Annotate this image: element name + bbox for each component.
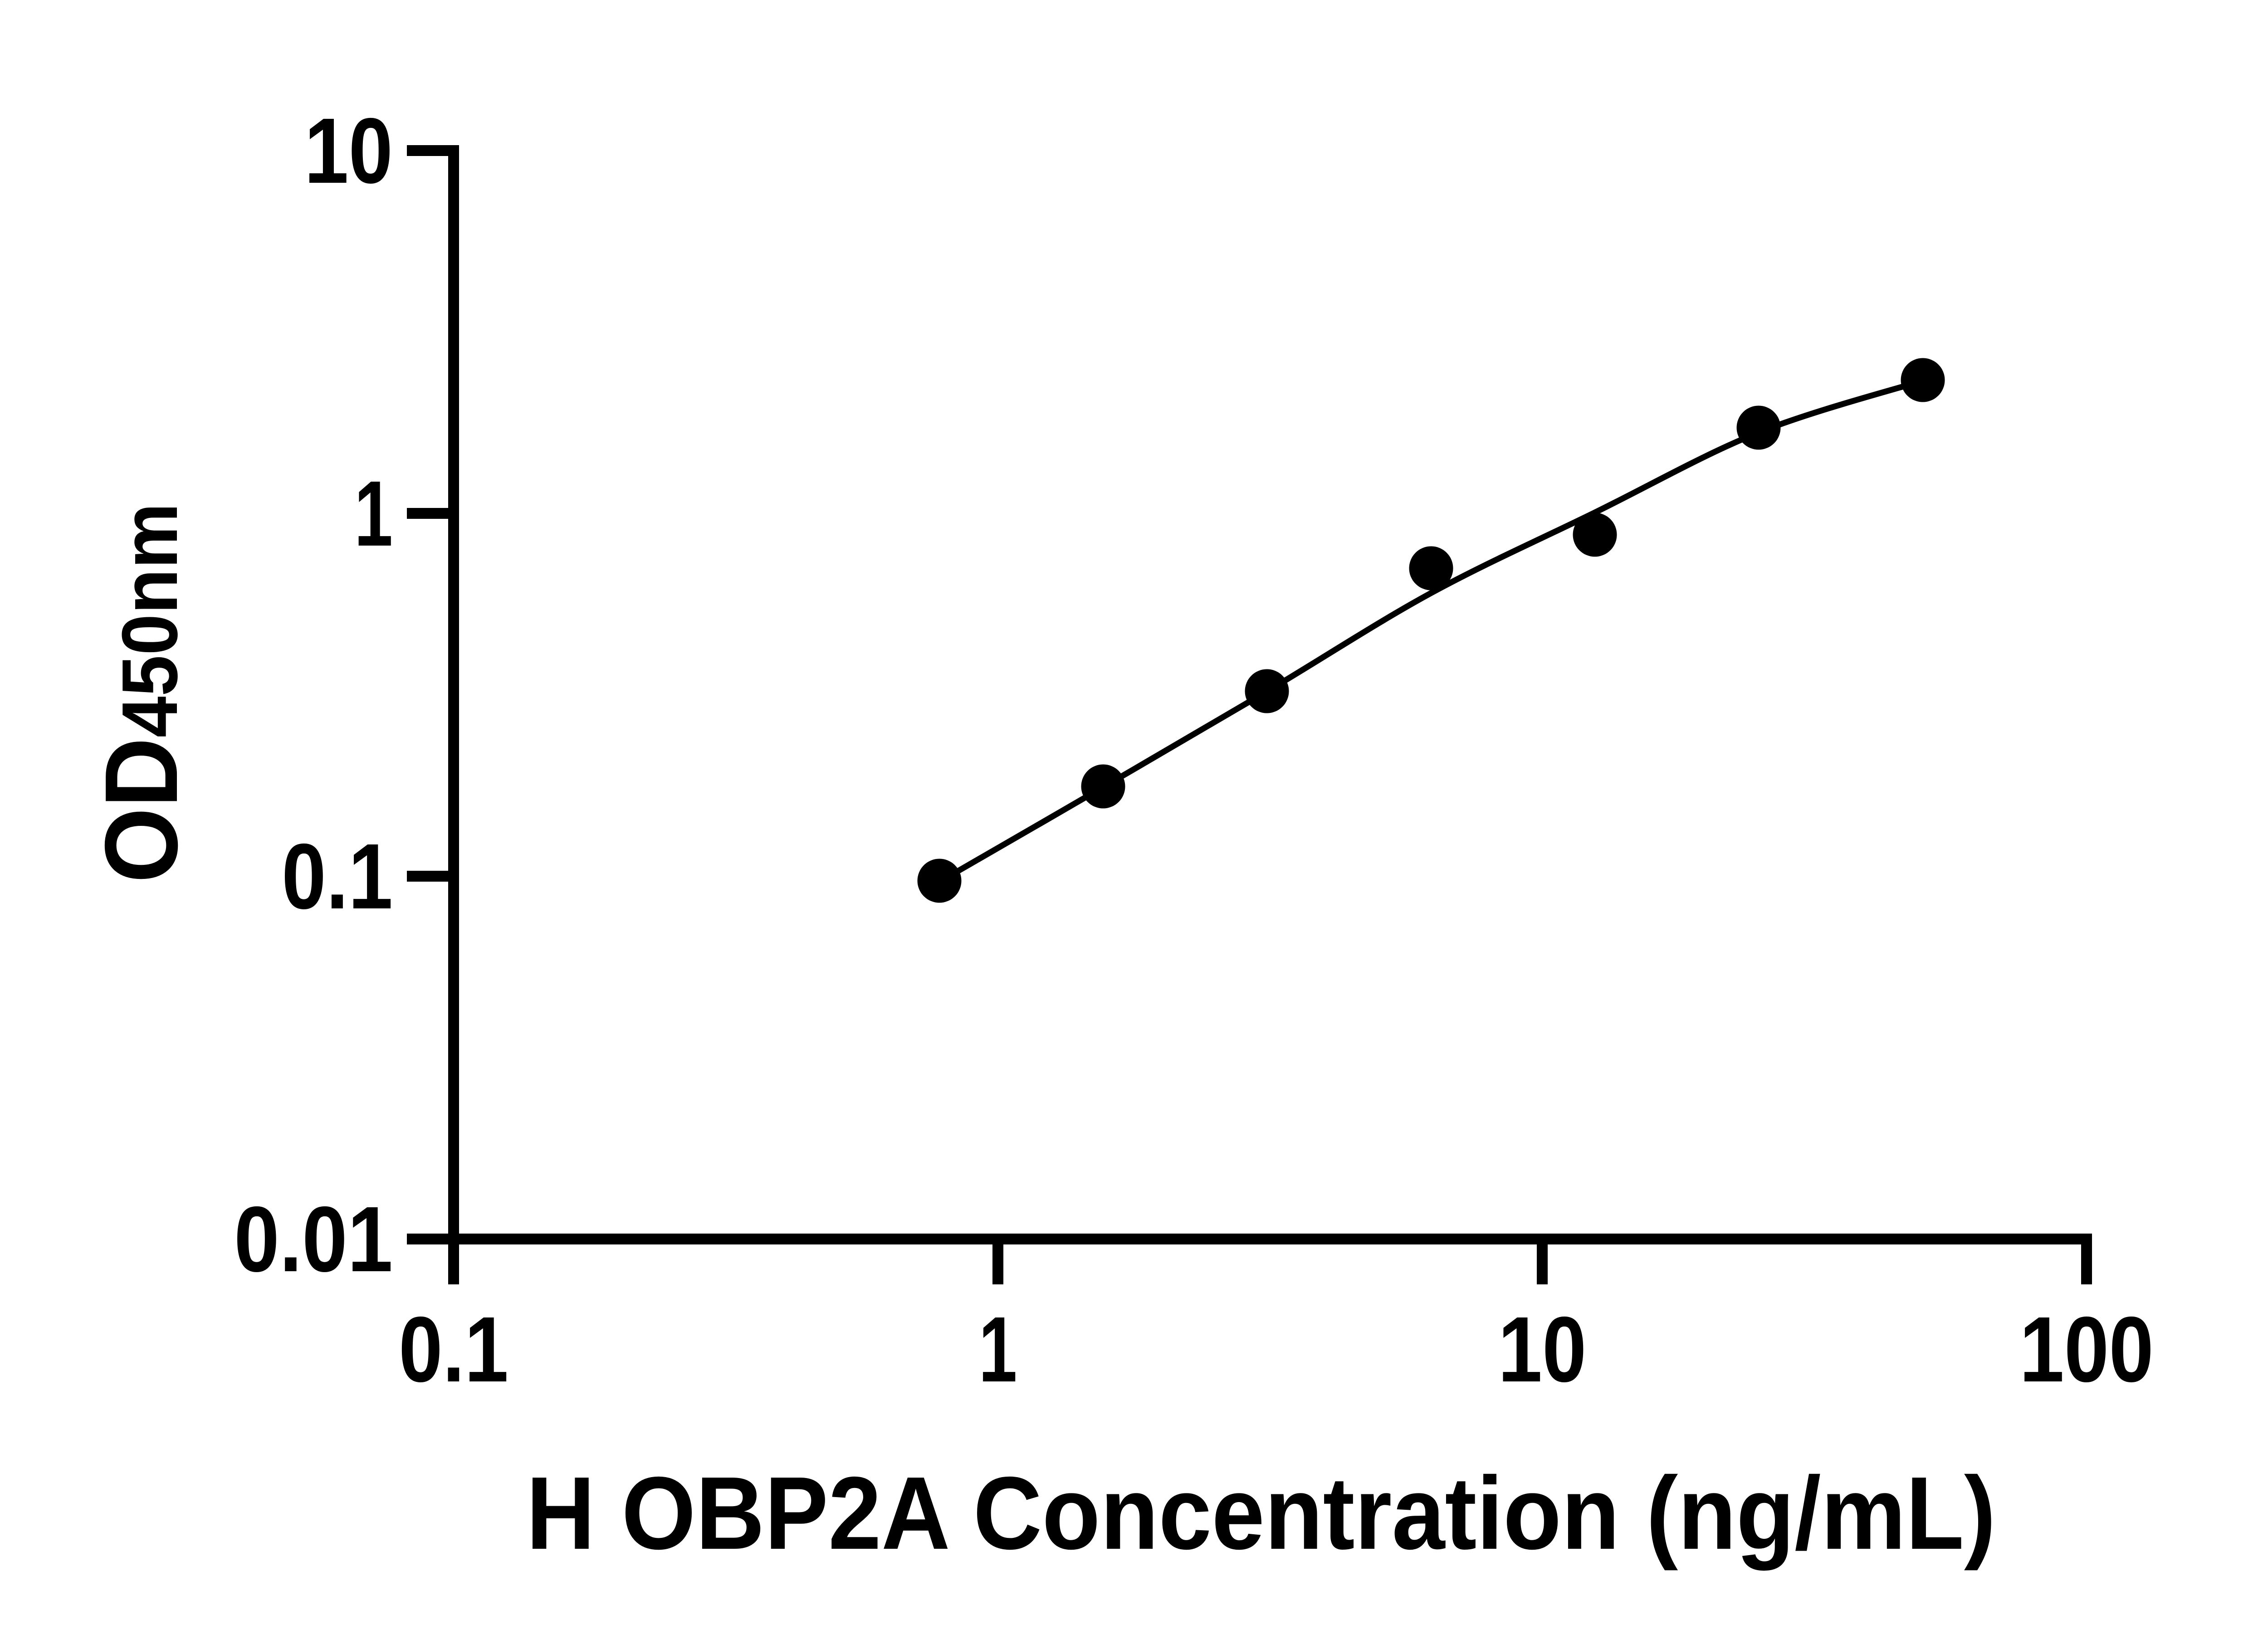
svg-text:OD450nm: OD450nm [84, 503, 199, 883]
svg-text:10: 10 [1498, 1298, 1587, 1401]
svg-text:100: 100 [2019, 1298, 2154, 1401]
svg-text:1: 1 [979, 1298, 1017, 1401]
svg-text:H OBP2A Concentration (ng/mL): H OBP2A Concentration (ng/mL) [526, 1456, 1996, 1571]
svg-text:1: 1 [354, 462, 393, 566]
svg-text:10: 10 [304, 99, 393, 203]
svg-text:0.1: 0.1 [399, 1298, 508, 1401]
svg-text:0.01: 0.01 [234, 1187, 393, 1291]
svg-text:0.1: 0.1 [282, 824, 393, 928]
